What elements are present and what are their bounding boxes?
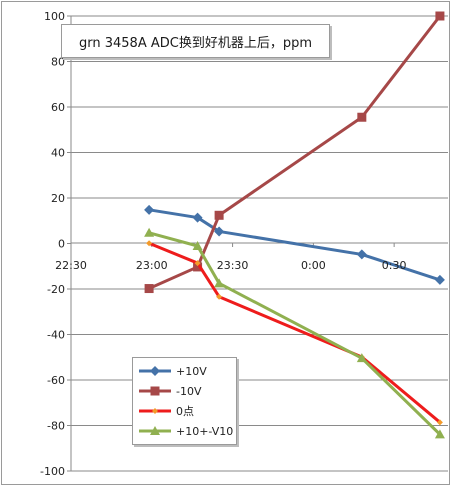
series-1	[144, 204, 445, 285]
y-tick-label: 60	[51, 101, 65, 114]
data-point	[436, 419, 443, 426]
legend-label: +10+-V10	[176, 424, 234, 438]
y-tick-label: 40	[51, 147, 65, 160]
data-point	[434, 429, 445, 439]
y-tick-label: -60	[47, 374, 65, 387]
data-point	[214, 278, 225, 288]
data-point	[356, 353, 367, 363]
legend-swatch	[139, 426, 171, 435]
x-tick-label: 23:30	[217, 259, 249, 272]
data-point	[192, 241, 203, 251]
x-tick-label: 0:00	[301, 259, 326, 272]
legend-swatch	[139, 408, 171, 414]
series-4	[144, 227, 445, 439]
legend-swatch	[139, 366, 171, 376]
y-tick-label: 80	[51, 56, 65, 69]
axes	[67, 15, 448, 472]
y-tick-label: -80	[47, 420, 65, 433]
y-tick-label: -20	[47, 283, 65, 296]
data-point	[434, 274, 445, 285]
data-point	[144, 227, 155, 237]
legend-item: +10V	[138, 361, 236, 381]
legend: +10V -10V 0点 +10+-V10	[132, 357, 237, 445]
chart-title-box: grn 3458A ADC换到好机器上后，ppm	[61, 24, 330, 58]
series-2	[144, 11, 445, 294]
x-tick-label: 23:00	[136, 259, 168, 272]
y-tick-label: 20	[51, 192, 65, 205]
y-tick-label: -100	[40, 465, 65, 478]
x-tick-label: 22:30	[55, 259, 87, 272]
legend-swatch-marker	[150, 386, 160, 396]
data-point	[357, 112, 367, 122]
y-tick-label: 0	[58, 238, 65, 251]
legend-label: 0点	[176, 405, 194, 418]
data-point	[216, 293, 223, 300]
series-lines	[144, 11, 445, 439]
legend-swatch-marker	[150, 366, 160, 376]
data-point	[192, 212, 203, 223]
y-axis-ticks: 100 80 60 40 20 0 -20 -40 -60 -80 -100	[40, 10, 65, 478]
data-point	[144, 204, 155, 215]
grid-lines	[71, 15, 448, 472]
legend-label: +10V	[176, 364, 207, 378]
data-point	[356, 249, 367, 260]
data-point	[193, 262, 203, 272]
legend-label: -10V	[176, 384, 202, 398]
data-point	[214, 226, 225, 237]
data-point	[214, 210, 224, 220]
legend-swatch	[139, 386, 171, 396]
x-tick-label: 0:30	[382, 259, 407, 272]
data-point	[144, 284, 154, 294]
legend-swatch-marker	[150, 426, 160, 435]
legend-item: +10+-V10	[138, 421, 236, 441]
y-tick-label: 100	[44, 10, 65, 23]
legend-item: 0点	[138, 401, 236, 421]
legend-item: -10V	[138, 381, 236, 401]
legend-swatch-marker	[152, 408, 158, 414]
x-axis-ticks: 22:30 23:00 23:30 0:00 0:30	[55, 259, 406, 272]
data-point	[194, 260, 201, 267]
data-point	[435, 11, 445, 21]
y-tick-label: -40	[47, 329, 65, 342]
data-point	[146, 240, 153, 247]
chart-title: grn 3458A ADC换到好机器上后，ppm	[79, 35, 312, 51]
